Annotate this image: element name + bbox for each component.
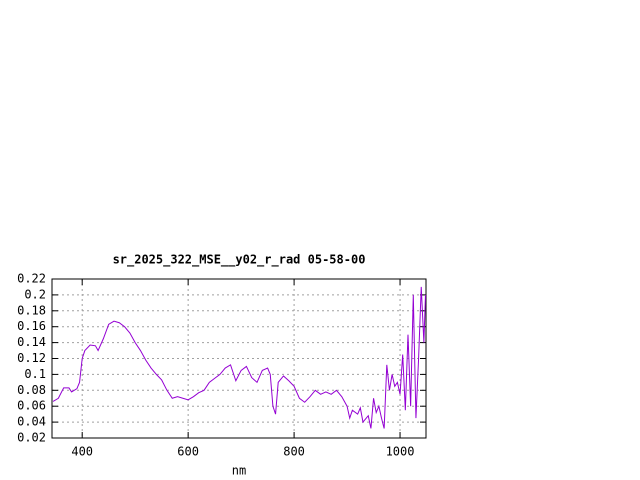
data-line	[52, 286, 426, 429]
y-tick-label: 0.1	[24, 367, 46, 381]
x-tick-label: 400	[71, 445, 93, 459]
chart-title: sr_2025_322_MSE__y02_r_rad 05-58-00	[113, 253, 366, 268]
y-tick-label: 0.08	[17, 383, 46, 397]
y-tick-label: 0.18	[17, 303, 46, 317]
y-tick-label: 0.06	[17, 399, 46, 413]
plot-frame	[51, 278, 427, 439]
x-tick-label: 600	[177, 445, 199, 459]
y-tick-label: 0.12	[17, 351, 46, 365]
x-tick-label: 1000	[386, 445, 415, 459]
y-tick-label: 0.14	[17, 335, 46, 349]
x-axis-label: nm	[232, 464, 246, 478]
x-tick-label: 800	[283, 445, 305, 459]
y-tick-label: 0.16	[17, 319, 46, 333]
y-tick-label: 0.22	[17, 272, 46, 286]
y-tick-label: 0.04	[17, 415, 46, 429]
y-tick-label: 0.02	[17, 431, 46, 445]
y-tick-label: 0.2	[24, 287, 46, 301]
